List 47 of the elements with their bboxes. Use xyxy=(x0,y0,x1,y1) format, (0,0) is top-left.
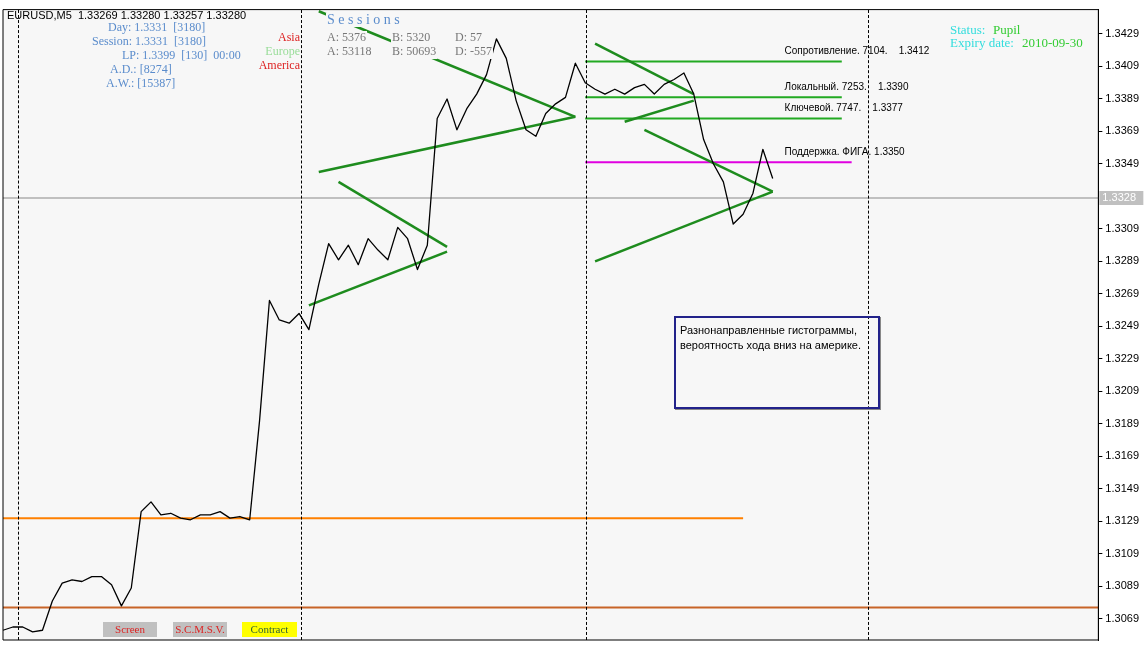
annotation: 2010-09-30 xyxy=(1022,35,1083,51)
y-tick-label: 1.3229 xyxy=(1105,351,1140,364)
ref-line-label: 1.3328 xyxy=(1102,191,1137,204)
annotation: A: 5376 xyxy=(327,30,366,45)
y-tick-label: 1.3209 xyxy=(1105,384,1140,397)
y-tick-label: 1.3409 xyxy=(1105,59,1140,72)
annotation: Day: 1.3331 [3180] xyxy=(108,20,206,35)
y-tick-label: 1.3349 xyxy=(1105,156,1140,169)
annotation: A.W.: [15387] xyxy=(106,76,176,91)
annotation: Status: xyxy=(950,22,986,38)
annotation: B: 5320 xyxy=(392,30,431,45)
annotation: A: 53118 xyxy=(327,44,372,59)
annotation: LP: 1.3399 [130] 00:00 xyxy=(122,48,241,63)
ref-line-label: Сопротивление. 7104. 1.3412 xyxy=(784,45,930,57)
button: S.C.M.S.V. xyxy=(173,622,227,637)
y-tick-label: 1.3289 xyxy=(1105,254,1140,267)
annotation: Europe xyxy=(265,44,300,59)
annotation: America xyxy=(258,58,301,73)
chart-title: EURUSD,M5 1.33269 1.33280 1.33257 1.33280 xyxy=(7,8,247,21)
ref-line-label: Поддержка. ФИГА. 1.3350 xyxy=(784,146,906,158)
y-tick-label: 1.3249 xyxy=(1105,319,1140,332)
y-tick-label: 1.3129 xyxy=(1105,514,1140,527)
y-tick-label: 1.3389 xyxy=(1105,91,1140,104)
ref-line-label: Локальный. 7253. 1.3390 xyxy=(784,81,909,93)
ref-line-label: Ключевой. 7747. 1.3377 xyxy=(784,102,904,114)
y-tick-label: 1.3429 xyxy=(1105,27,1140,39)
annotation: вероятность хода вниз на америке. xyxy=(680,339,862,352)
annotation: A.D.: [8274] xyxy=(110,62,172,77)
annotation: D: 57 xyxy=(455,30,482,45)
annotation: Asia xyxy=(278,30,301,45)
y-tick-label: 1.3309 xyxy=(1105,221,1140,234)
annotation: S e s s i o n s xyxy=(327,11,400,27)
y-tick-label: 1.3189 xyxy=(1105,416,1140,429)
annotation: D: -557 xyxy=(455,44,492,59)
annotation: Session: 1.3331 [3180] xyxy=(92,34,206,49)
y-tick-label: 1.3089 xyxy=(1105,579,1140,592)
annotation: Pupil xyxy=(993,22,1021,38)
y-tick-label: 1.3149 xyxy=(1105,481,1140,494)
annotation: B: 50693 xyxy=(392,44,437,59)
y-tick-label: 1.3109 xyxy=(1105,546,1140,559)
y-tick-label: 1.3169 xyxy=(1105,449,1140,462)
button: Contract xyxy=(242,622,297,637)
annotation: Разнонаправленные гистограммы, xyxy=(680,324,857,337)
y-tick-label: 1.3369 xyxy=(1105,124,1140,137)
button: Screen xyxy=(103,622,157,637)
y-tick-label: 1.3269 xyxy=(1105,286,1140,299)
y-tick-label: 1.3069 xyxy=(1105,611,1140,624)
